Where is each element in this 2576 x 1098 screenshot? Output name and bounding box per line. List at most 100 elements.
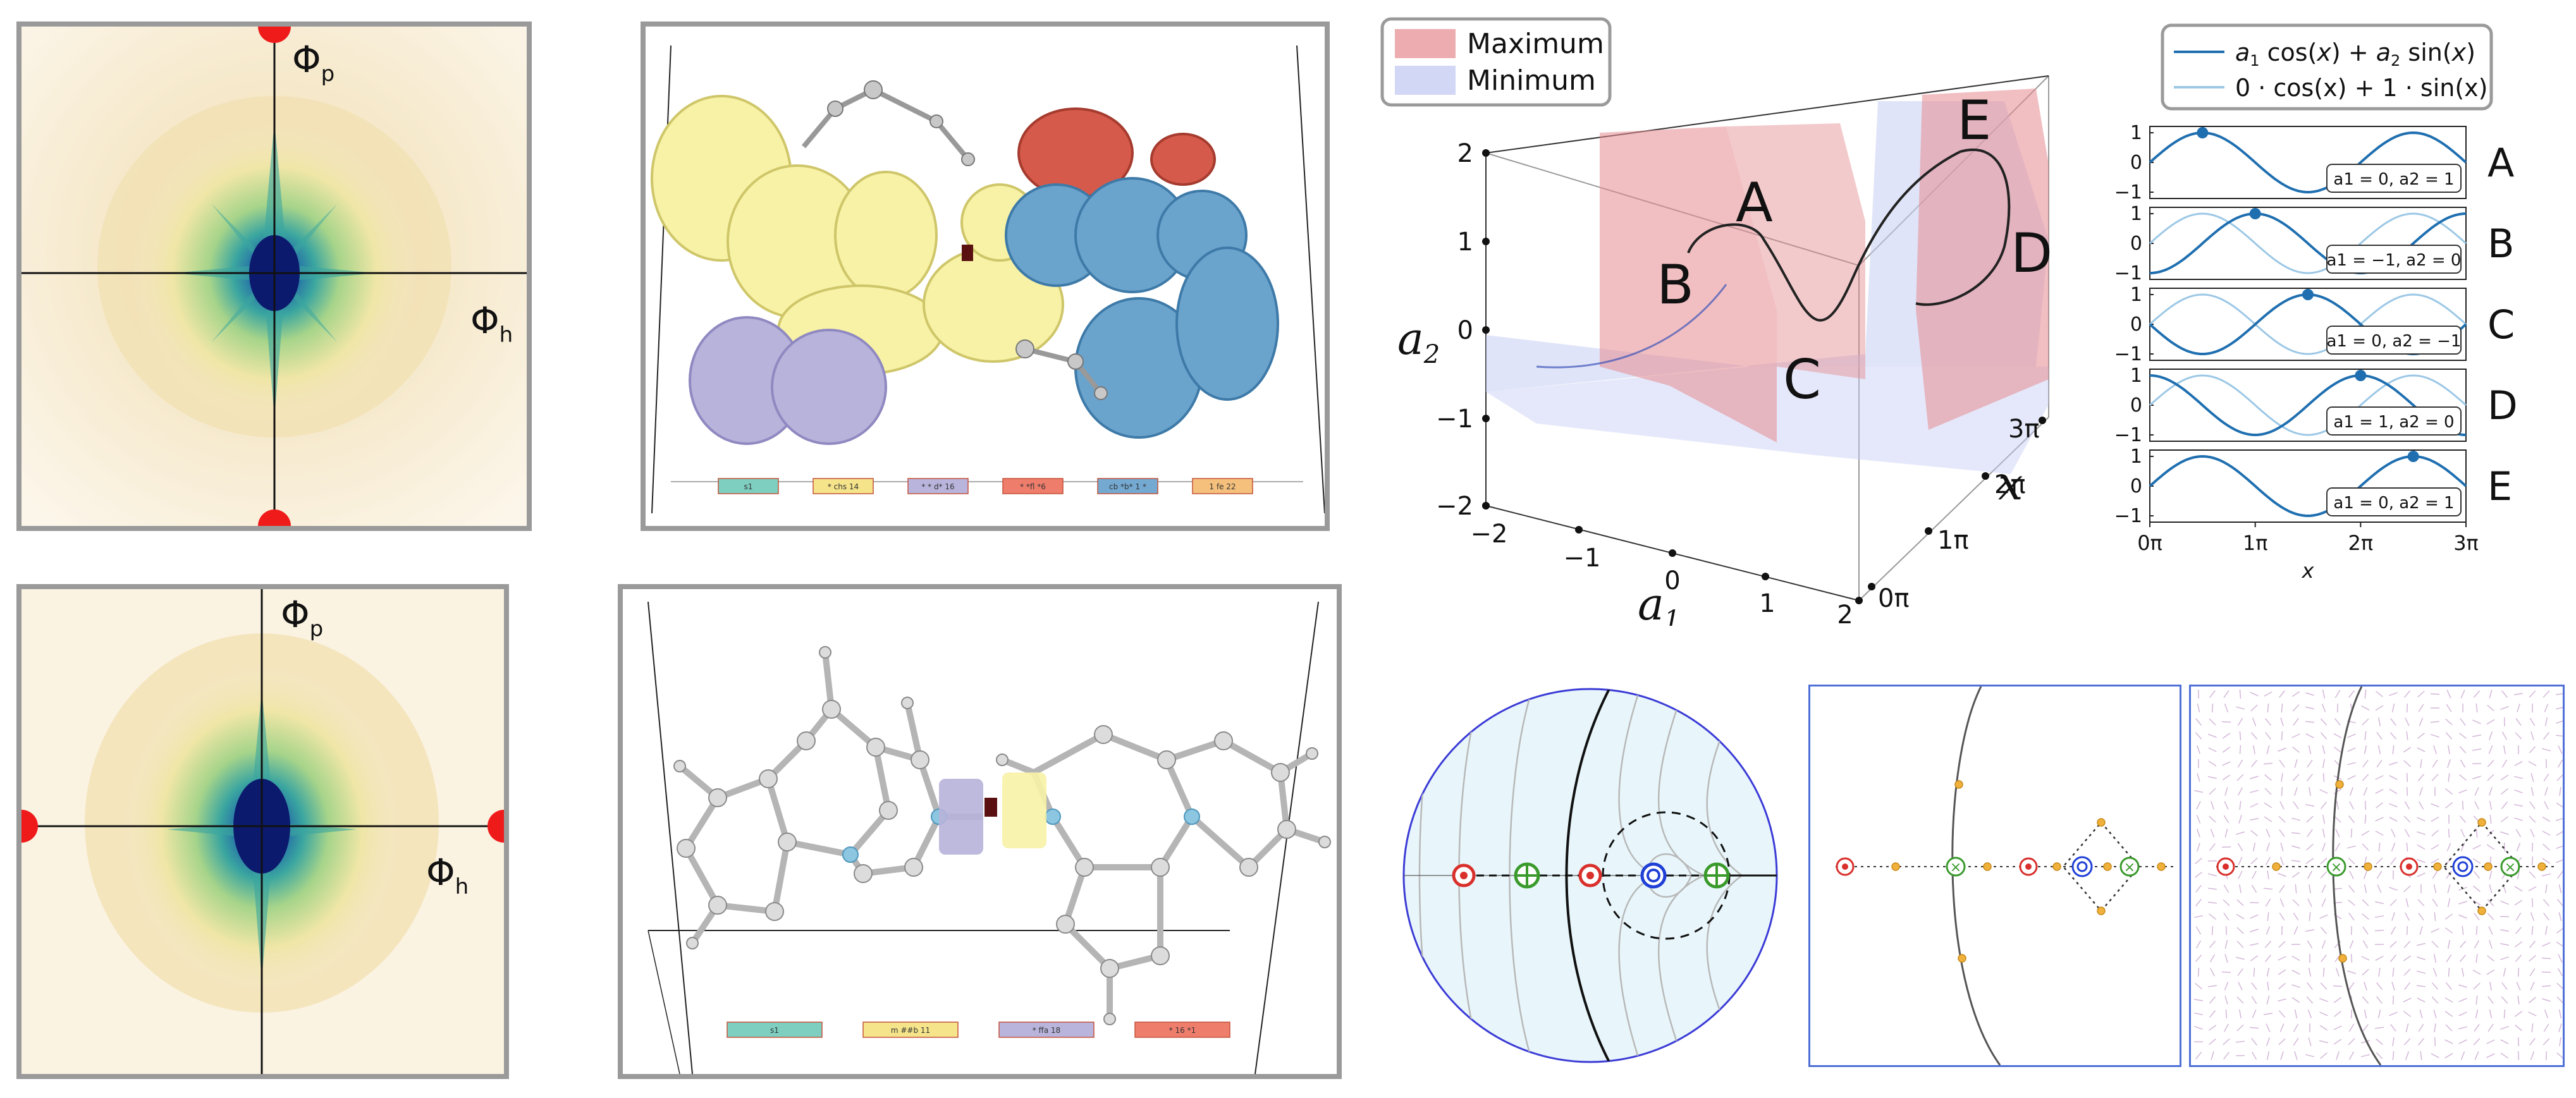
sin-ytick: 0 — [2130, 314, 2142, 336]
sin-ref-curve — [2149, 212, 2467, 274]
graph-panel-2-svg: × × — [2193, 686, 2563, 1065]
molecule-top-legend: s1 * chs 14 * * d* 16 * *fl *6 cb *b* 1 * 1 f… — [718, 478, 1253, 494]
plot3d-panel: Maximum Minimum — [1372, 13, 2061, 635]
phase-disc-panel — [1401, 686, 1780, 1065]
svg-text:1: 1 — [1759, 589, 1775, 618]
svg-text:0: 0 — [1664, 566, 1680, 595]
svg-text:×: × — [1950, 860, 1961, 875]
plot3d-a2-label: a2 — [1397, 313, 1440, 369]
graph-panel-1: × × — [1808, 685, 2181, 1067]
sin-panel-letter: D — [2487, 382, 2518, 429]
sin-xtick: 2π — [2348, 531, 2374, 555]
legend-chip — [862, 1022, 959, 1038]
sin-ytick: 1 — [2130, 122, 2142, 144]
sin-ytick: −1 — [2114, 262, 2142, 284]
svg-text:−1: −1 — [1564, 544, 1601, 573]
plot3d-a1-ticks: −2 −1 0 1 2 — [1471, 520, 1853, 630]
plot3d-svg: Maximum Minimum — [1380, 17, 2052, 635]
plot3d-path-curve — [1687, 149, 2011, 322]
svg-text:3π: 3π — [2008, 415, 2040, 444]
sin-max-dot — [2249, 208, 2261, 219]
legend-chip-label: * *fl *6 — [1020, 482, 1046, 491]
sin-xlabel: x — [2302, 559, 2315, 583]
svg-text:E: E — [1957, 89, 1991, 152]
svg-text:−2: −2 — [1471, 520, 1508, 549]
sin-ref-curve — [2149, 374, 2467, 436]
heatmap-bottom-marker-left — [21, 810, 38, 843]
svg-text:B: B — [1657, 253, 1694, 317]
sinplots-panel: a1 cos(x) + a2 sin(x) 0 · cos(x) + 1 · s… — [2099, 13, 2567, 632]
legend-chip-label: * chs 14 — [828, 482, 859, 491]
molecule-bottom-lavender-lobe — [939, 779, 983, 855]
phase-disc-fixed-points — [1452, 862, 1730, 889]
max-surface-right — [1916, 88, 2049, 430]
legend-chip — [1097, 478, 1158, 494]
legend-chip-label: s1 — [744, 482, 753, 491]
plot3d-x-ticks: 0π 1π 2π 3π — [1878, 415, 2040, 613]
legend-min-label: Minimum — [1467, 64, 1596, 97]
svg-text:−1: −1 — [1436, 405, 1473, 434]
molecule-top-panel: s1 * chs 14 * * d* 16 * *fl *6 cb *b* 1 * 1 f… — [641, 21, 1330, 531]
sin-max-dot — [2407, 451, 2419, 462]
sin-max-dot — [2355, 370, 2367, 381]
sin-main-curve — [2149, 212, 2467, 275]
heatmap-bottom-vlabel: Φp — [281, 593, 323, 642]
graph1-separatrix — [1951, 686, 2001, 1065]
graph2-nodes: × × — [2216, 780, 2546, 963]
sin-panel-label: a1 = 0, a2 = 1 — [2333, 170, 2454, 189]
plot3d-point-labels: A B C D E — [1657, 89, 2052, 412]
graph1-nodes: × × — [1836, 780, 2166, 963]
sin-xtick: 1π — [2243, 531, 2268, 555]
sin-ytick: 0 — [2130, 394, 2142, 417]
sin-panel-C: 1 0 −1 a1 = 0, a2 = −1 C — [2114, 284, 2515, 365]
graph-panel-2: × × — [2189, 685, 2565, 1067]
plot3d-x-label: x — [1998, 458, 2023, 510]
legend-chip — [907, 478, 969, 494]
svg-text:×: × — [2124, 860, 2135, 875]
sin-panel-label: a1 = 0, a2 = 1 — [2333, 494, 2454, 513]
sin-ytick: 1 — [2130, 284, 2142, 306]
molecule-bottom-panel: s1 m ##b 11 * ffa 18 * 16 *1 — [618, 584, 1342, 1079]
legend-max-label: Maximum — [1467, 28, 1604, 60]
molecule-top-atoms — [827, 80, 1108, 400]
sin-panel-A: 1 0 −1 a1 = 0, a2 = 1 A — [2114, 122, 2515, 204]
sin-xtick: 3π — [2453, 531, 2479, 555]
heatmap-top-hlabel: Φh — [470, 299, 513, 348]
svg-text:−2: −2 — [1436, 492, 1473, 521]
legend-chip — [1192, 478, 1253, 494]
sin-ytick: 0 — [2130, 233, 2142, 255]
legend-chip-label: s1 — [770, 1026, 779, 1035]
sin-ytick: −1 — [2114, 505, 2142, 527]
svg-text:2: 2 — [1837, 601, 1853, 626]
graph2-vector-field — [2193, 689, 2563, 1061]
sin-ref-curve — [2149, 293, 2467, 355]
sin-panel-E: 1 0 −1 a1 = 0, a2 = 1 E — [2114, 446, 2512, 527]
plot3d-a2-ticks: 2 1 0 −1 −2 — [1436, 139, 1473, 521]
blue-blobs — [1005, 177, 1279, 439]
plot3d-tick-dots — [1482, 149, 2046, 604]
molecule-bottom-n-atoms — [842, 808, 1200, 863]
svg-text:1π: 1π — [1937, 526, 1969, 555]
svg-text:×: × — [2505, 860, 2516, 875]
svg-text:A: A — [1736, 171, 1773, 235]
sin-ytick: 1 — [2130, 203, 2142, 225]
phase-disc-svg — [1402, 688, 1778, 1063]
sin-panel-D: 1 0 −1 a1 = 1, a2 = 0 D — [2114, 365, 2518, 446]
legend-main-label: a1 cos(x) + a2 sin(x) — [2235, 39, 2475, 70]
sin-ytick: 1 — [2130, 365, 2142, 387]
graph-panel-1-svg: × × — [1836, 686, 2177, 1065]
sin-ytick: 0 — [2130, 475, 2142, 497]
molecule-top-center-atom — [962, 245, 973, 261]
sinplots-legend: a1 cos(x) + a2 sin(x) 0 · cos(x) + 1 · s… — [2161, 23, 2493, 111]
svg-text:2π: 2π — [1994, 470, 2026, 499]
heatmap-bottom-marker-right — [488, 810, 504, 843]
sin-panel-B: 1 0 −1 a1 = −1, a2 = 0 B — [2114, 203, 2515, 284]
heatmap-top-svg: Φp Φh — [21, 27, 527, 526]
svg-text:0π: 0π — [1878, 584, 1910, 613]
sin-ytick: 1 — [2130, 446, 2142, 468]
sin-panel-label: a1 = 0, a2 = −1 — [2327, 332, 2462, 351]
svg-text:C: C — [1783, 348, 1821, 412]
molecule-bottom-yellow-lobe — [1002, 772, 1046, 848]
heatmap-bottom-svg: Φp Φh — [21, 589, 504, 1074]
molecule-top-svg: s1 * chs 14 * * d* 16 * *fl *6 cb *b* 1 * 1 f… — [651, 45, 1325, 514]
